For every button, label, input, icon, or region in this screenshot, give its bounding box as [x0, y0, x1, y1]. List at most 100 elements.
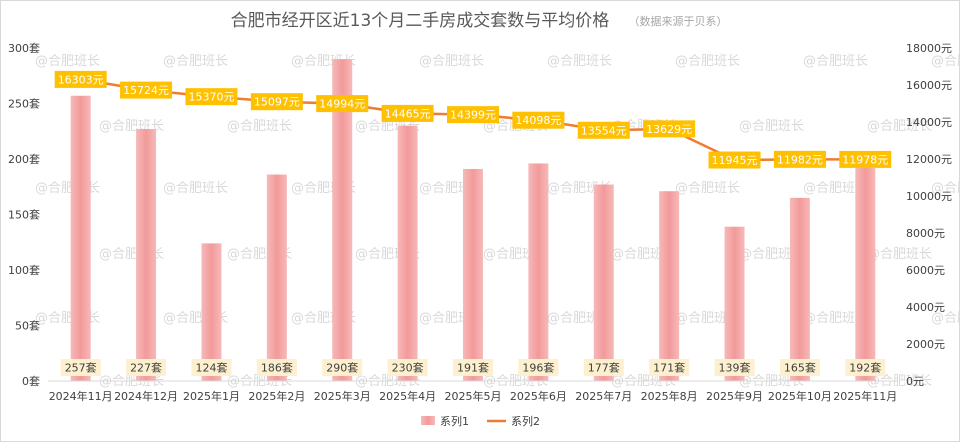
watermark-text: @合肥班长 [35, 54, 100, 69]
y-left-tick-label: 100套 [8, 264, 40, 277]
bar-label-bg [322, 359, 363, 376]
bar-label-bg [60, 359, 101, 376]
watermark-text: @合肥班长 [867, 374, 932, 389]
bar-data-label: 124套 [195, 362, 227, 375]
y-left-tick-label: 150套 [8, 209, 40, 222]
x-tick-label: 2025年8月 [641, 389, 698, 403]
y-right-tick-label: 0元 [906, 375, 924, 388]
x-tick-label: 2025年10月 [768, 389, 832, 403]
line-label-bg [643, 120, 696, 138]
bar-label-bg [779, 359, 820, 376]
x-tick-label: 2025年7月 [575, 389, 632, 403]
bar-label-bg [126, 359, 167, 376]
bar-data-label: 196套 [522, 362, 554, 375]
x-tick-label: 2024年12月 [114, 389, 178, 403]
bar-data-label: 165套 [784, 362, 816, 375]
line-data-label: 14098元 [515, 114, 561, 127]
y-axis-left: 0套 50套 100套 150套 200套 250套 300套 [8, 42, 40, 388]
x-tick-label: 2025年3月 [314, 389, 371, 403]
bar [593, 184, 614, 381]
x-tick-label: 2025年2月 [248, 389, 305, 403]
line-label-bg [708, 151, 761, 169]
legend-label: 系列1 [440, 414, 469, 428]
bar-data-labels: 257套 227套 124套 186套 290套 230套 191套 196套 177套 171套… [60, 359, 886, 376]
watermark-text: @合肥班长 [867, 119, 932, 134]
line-label-bg [54, 70, 107, 88]
bar [528, 163, 549, 381]
bar [332, 59, 353, 381]
y-right-tick-label: 16000元 [906, 79, 952, 92]
line-data-label: 15097元 [254, 96, 300, 109]
line-data-label: 11945元 [712, 154, 758, 167]
bar-label-bg [583, 359, 624, 376]
y-right-tick-label: 18000元 [906, 42, 952, 55]
y-right-tick-label: 4000元 [906, 301, 945, 314]
bar [70, 95, 91, 381]
line-label-bg [381, 104, 434, 122]
bar-label-bg [518, 359, 559, 376]
line-data-label: 14465元 [385, 107, 431, 120]
watermark-text: @合肥班长 [739, 247, 804, 262]
y-left-tick-label: 300套 [8, 42, 40, 55]
bar [397, 125, 418, 381]
line-data-labels: 16303元 15724元 15370元 15097元 14994元 14465元 1439… [54, 70, 892, 169]
bar-data-label: 171套 [653, 362, 685, 375]
x-tick-label: 2025年11月 [833, 389, 897, 403]
watermark-text: @合肥班长 [227, 119, 292, 134]
bar-data-label: 230套 [392, 362, 424, 375]
bar-data-label: 191套 [457, 362, 489, 375]
line-label-bg [512, 111, 565, 129]
watermark-text: @合肥班长 [419, 54, 484, 69]
chart-source-note: （数据来源于贝系） [629, 14, 728, 28]
line-data-label: 13629元 [646, 123, 692, 136]
bar-label-bg [191, 359, 232, 376]
bar [724, 226, 745, 381]
watermark-text: @合肥班长 [803, 181, 868, 196]
bar-data-label: 139套 [719, 362, 751, 375]
line-data-label: 14399元 [450, 109, 496, 122]
bar [659, 191, 680, 381]
bar-data-label: 290套 [326, 362, 358, 375]
watermark-text: @合肥班长 [931, 54, 960, 69]
line-label-bg [447, 106, 499, 124]
y-right-tick-label: 2000元 [906, 338, 945, 351]
line-label-bg [316, 95, 369, 113]
bar-label-bg [845, 359, 886, 376]
x-tick-label: 2025年9月 [706, 389, 763, 403]
x-tick-label: 2025年5月 [445, 389, 502, 403]
bar-data-label: 186套 [261, 362, 293, 375]
legend-swatch-bar [421, 416, 435, 425]
bar-data-label: 192套 [849, 362, 881, 375]
bar-label-bg [387, 359, 428, 376]
x-tick-label: 2025年4月 [379, 389, 436, 403]
watermark-text: @合肥班长 [867, 247, 932, 262]
bar [855, 167, 876, 381]
watermark-text: @合肥班长 [803, 311, 868, 326]
line-data-label: 13554元 [581, 124, 627, 137]
line-label-bg [185, 88, 238, 106]
bar [136, 129, 157, 381]
watermark-text: @合肥班长 [803, 54, 868, 69]
bar [463, 168, 483, 381]
watermark-text: @合肥班长 [163, 54, 228, 69]
y-right-tick-label: 12000元 [906, 153, 952, 166]
line-label-bg [250, 93, 303, 111]
line-label-bg [839, 150, 892, 168]
legend-label: 系列2 [511, 414, 540, 428]
y-right-tick-label: 14000元 [906, 116, 952, 129]
y-right-tick-label: 8000元 [906, 227, 945, 240]
y-right-tick-label: 6000元 [906, 264, 945, 277]
chart-title: 合肥市经开区近13个月二手房成交套数与平均价格 [231, 11, 610, 31]
y-axis-right: 0元 2000元 4000元 6000元 8000元 10000元 12000元 14000元… [906, 42, 952, 388]
x-tick-label: 2025年1月 [183, 389, 240, 403]
bar [266, 174, 287, 381]
x-tick-label: 2024年11月 [49, 389, 113, 403]
bar [201, 243, 222, 381]
line-data-label: 14994元 [319, 98, 365, 111]
watermark-text: @合肥班长 [931, 181, 960, 196]
watermark-text: @合肥班长 [675, 54, 740, 69]
watermark-text: @合肥班长 [739, 119, 804, 134]
bar-label-bg [256, 359, 297, 376]
